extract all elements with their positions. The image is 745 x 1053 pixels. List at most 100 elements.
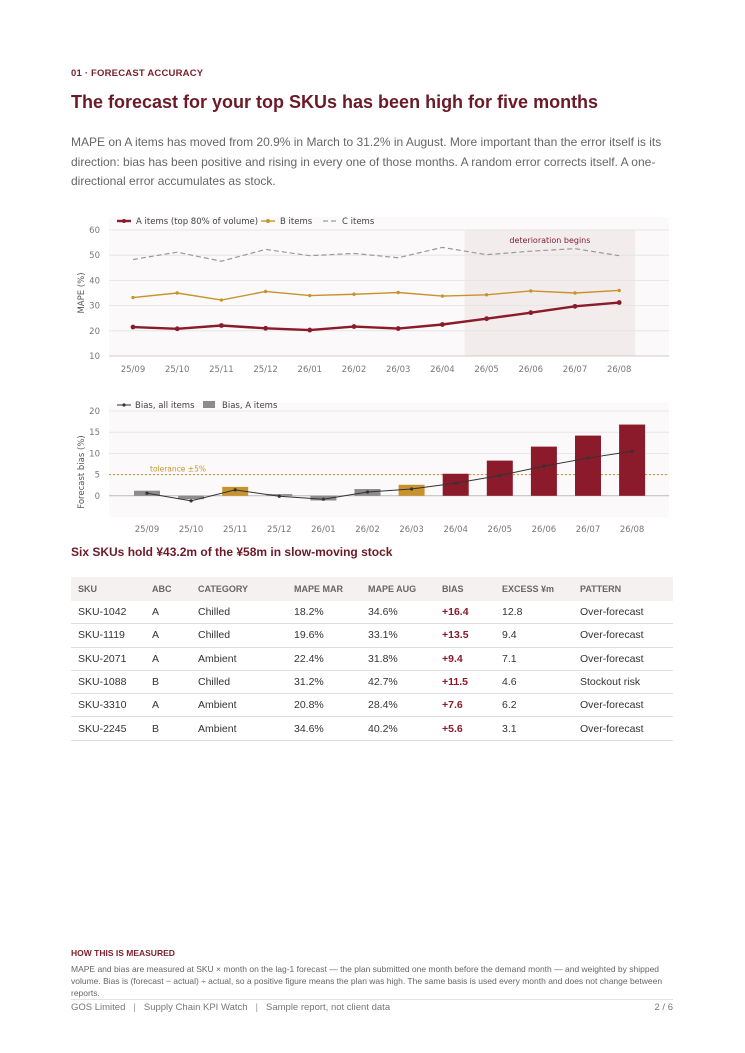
data-point xyxy=(189,499,193,503)
cell-mape-mar: 31.2% xyxy=(287,670,361,695)
series-line-a-items xyxy=(132,301,620,332)
data-point xyxy=(498,473,502,478)
bias-bar-chart: 0 5 10 15 20 tolerance ±5% 25/09 25/10 25/11 25/1… xyxy=(77,401,669,535)
cell-mape-mar: 18.2% xyxy=(287,601,361,625)
data-point xyxy=(308,293,312,298)
y-axis-label: MAPE (%) xyxy=(77,272,87,313)
data-point xyxy=(617,288,621,293)
data-point xyxy=(630,449,634,453)
cell-sku: SKU-1119 xyxy=(71,623,145,648)
table-row: SKU-1088 B Chilled 31.2% 42.7% +11.5 4.6 Stocko… xyxy=(71,670,673,695)
data-point xyxy=(484,316,489,322)
data-point xyxy=(307,327,313,333)
tolerance-label: tolerance ±5% xyxy=(150,465,206,474)
section-number: 01 xyxy=(71,68,82,79)
lede-paragraph: MAPE on A items has moved from 20.9% in … xyxy=(71,135,662,188)
x-tick-label: 26/01 xyxy=(298,365,323,375)
cell-bias: +11.5 xyxy=(435,670,495,695)
data-point xyxy=(529,289,533,293)
y-tick-label: 10 xyxy=(89,352,100,362)
cell-abc: A xyxy=(145,601,191,625)
data-point xyxy=(263,289,268,294)
x-tick-label: 26/04 xyxy=(430,365,455,375)
cell-bias: +5.6 xyxy=(435,716,495,741)
data-point xyxy=(365,490,370,494)
cell-abc: A xyxy=(145,623,191,648)
cell-abc: B xyxy=(145,716,191,741)
x-tick-label: 25/10 xyxy=(165,365,190,375)
page-headline: The forecast for your top SKUs has been … xyxy=(71,92,599,112)
y-tick-label: 60 xyxy=(89,226,100,236)
bias-bar xyxy=(575,435,601,496)
footer-company: GOS Limited xyxy=(71,1002,126,1013)
cell-mape-aug: 40.2% xyxy=(361,716,435,741)
x-tick-label: 25/12 xyxy=(267,525,292,535)
bias-bar xyxy=(442,473,469,496)
bias-all-items-line xyxy=(146,450,633,502)
legend-label: Bias, A items xyxy=(222,401,278,411)
section-separator: · xyxy=(84,68,89,79)
cell-bias: +7.6 xyxy=(435,693,495,718)
section-label: FORECAST ACCURACY xyxy=(91,68,204,79)
cell-pattern: Over-forecast xyxy=(573,623,673,648)
data-point xyxy=(484,293,489,297)
x-tick-label: 25/09 xyxy=(121,365,146,375)
data-point xyxy=(396,290,400,295)
column-header-category: CATEGORY xyxy=(191,577,287,601)
cell-mape-mar: 19.6% xyxy=(287,623,361,648)
method-text: MAPE and bias are measured at SKU × mont… xyxy=(71,964,663,998)
x-tick-label: 26/08 xyxy=(607,365,632,375)
table-row: SKU-2071 A Ambient 22.4% 31.8% +9.4 7.1 Over-fo… xyxy=(71,647,673,671)
cell-excess: 6.2 xyxy=(495,693,573,718)
x-tick-label: 26/06 xyxy=(532,525,557,535)
table-row: SKU-2245 B Ambient 34.6% 40.2% +5.6 3.1 Over-fo… xyxy=(71,716,673,741)
legend-label: C items xyxy=(342,217,375,227)
data-point xyxy=(528,310,534,316)
sku-table: SKU ABC CATEGORY MAPE MAR MAPE AUG BIAS … xyxy=(71,577,673,741)
deterioration-shade xyxy=(464,230,636,356)
cell-mape-aug: 28.4% xyxy=(361,693,435,718)
data-point xyxy=(440,322,445,327)
cell-excess: 4.6 xyxy=(495,670,573,695)
table-body: SKU-1042 A Chilled 18.2% 34.6% +16.4 12.8 Over-… xyxy=(71,601,673,741)
cell-excess: 9.4 xyxy=(495,623,573,648)
data-point xyxy=(395,326,401,331)
bias-bar xyxy=(178,495,205,500)
cell-excess: 12.8 xyxy=(495,601,573,625)
x-tick-label: 26/05 xyxy=(474,365,499,375)
legend-marker xyxy=(122,219,126,223)
cell-sku: SKU-2071 xyxy=(71,647,145,671)
column-header-sku: SKU xyxy=(71,577,145,601)
cell-category: Ambient xyxy=(191,716,287,741)
section-eyebrow: 01 · FORECAST ACCURACY xyxy=(71,68,203,79)
bias-bar xyxy=(530,446,557,496)
data-point xyxy=(233,488,237,492)
legend-label: B items xyxy=(280,217,313,227)
data-point xyxy=(586,456,590,460)
legend-swatch xyxy=(203,401,215,408)
y-tick-label: 5 xyxy=(95,471,100,481)
data-point xyxy=(351,324,357,329)
cell-category: Ambient xyxy=(191,693,287,718)
table-row: SKU-3310 A Ambient 20.8% 28.4% +7.6 6.2 Over-fo… xyxy=(71,693,673,718)
data-point xyxy=(572,303,578,309)
cell-mape-aug: 33.1% xyxy=(361,623,435,648)
bias-bar xyxy=(619,424,646,496)
legend-label: Bias, all items xyxy=(135,401,195,411)
table-title: Six SKUs hold ¥43.2m of the ¥58m in slow… xyxy=(71,545,393,559)
y-tick-label: 0 xyxy=(95,492,100,502)
mape-chart-container: deterioration begins 10 20 30 40 50 60 25/09 25/… xyxy=(71,210,673,380)
cell-sku: SKU-1088 xyxy=(71,670,145,695)
x-tick-label: 26/01 xyxy=(311,525,336,535)
footer-divider xyxy=(71,999,673,1000)
data-point xyxy=(573,291,577,295)
cell-abc: A xyxy=(145,693,191,718)
x-tick-label: 25/10 xyxy=(179,525,204,535)
annotation-label: deterioration begins xyxy=(509,236,590,245)
legend-marker xyxy=(122,403,126,407)
cell-category: Chilled xyxy=(191,623,287,648)
column-header-pattern: PATTERN xyxy=(573,577,673,601)
data-point xyxy=(145,491,149,495)
x-tick-label: 26/04 xyxy=(443,525,468,535)
x-tick-label: 25/11 xyxy=(223,525,248,535)
